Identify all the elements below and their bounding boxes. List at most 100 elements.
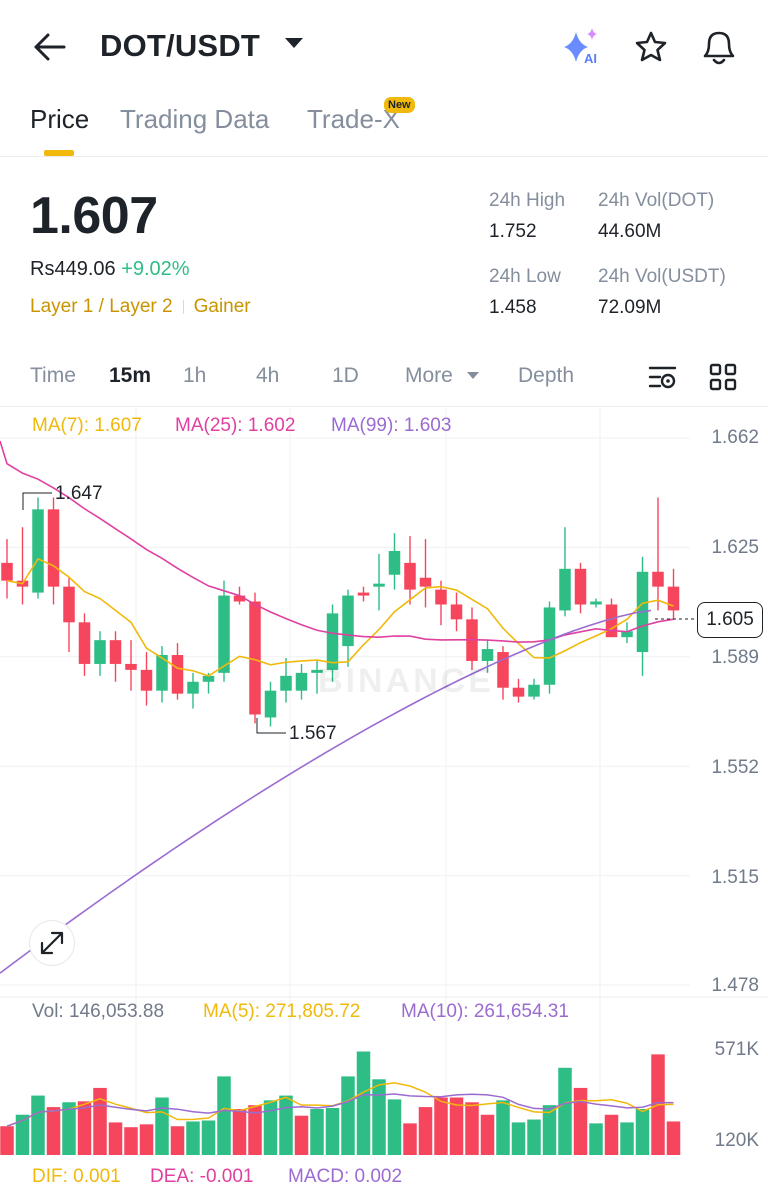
vol-label: Vol: 146,053.88	[32, 1001, 165, 1022]
stat-vol-base-value: 44.60M	[598, 221, 662, 242]
candle	[125, 663, 137, 670]
tab-trading-data[interactable]: Trading Data	[120, 104, 270, 134]
pair-title[interactable]: DOT/USDT	[100, 28, 261, 63]
macd-dea-label: DEA: -0.001	[150, 1166, 254, 1187]
y-tick: 1.552	[711, 757, 759, 778]
min-price-label: 1.567	[289, 723, 337, 744]
volume-bar	[372, 1079, 386, 1155]
candle	[233, 595, 246, 602]
volume-bar	[527, 1119, 541, 1155]
candle	[481, 649, 494, 661]
y-tick: 1.515	[711, 867, 759, 888]
pair-dropdown-icon[interactable]	[285, 38, 303, 48]
volume-bar	[496, 1100, 510, 1155]
volume-bar	[201, 1120, 216, 1155]
candle	[605, 604, 618, 638]
volume-bar	[263, 1100, 278, 1155]
tab-divider	[0, 156, 768, 157]
tf-4h[interactable]: 4h	[256, 364, 280, 387]
tf-1h[interactable]: 1h	[183, 364, 207, 387]
volume-bar	[511, 1122, 526, 1155]
macd-value-label: MACD: 0.002	[288, 1166, 403, 1187]
candle	[404, 562, 416, 590]
volume-bar	[449, 1097, 464, 1155]
volume-bar	[15, 1114, 30, 1155]
ai-label: AI	[584, 51, 597, 66]
tab-price[interactable]: Price	[30, 104, 90, 134]
ma25-label: MA(25): 1.602	[175, 415, 296, 436]
candle	[218, 595, 230, 673]
y-tick: 1.662	[711, 427, 759, 448]
volume-bar	[542, 1105, 557, 1155]
price-change: +9.02%	[121, 258, 190, 280]
last-price: 1.607	[30, 187, 158, 245]
candle	[528, 684, 540, 697]
volume-bar	[77, 1101, 92, 1155]
vol-ma10-line	[6, 1093, 674, 1127]
candle	[78, 622, 91, 664]
candle	[512, 687, 525, 697]
star-icon[interactable]	[0, 0, 768, 100]
volume-bar	[480, 1114, 495, 1155]
ma99-line	[0, 609, 652, 974]
volume-bar	[573, 1087, 588, 1155]
candle	[373, 583, 385, 587]
candle	[652, 571, 664, 587]
candle	[435, 589, 447, 605]
volume-bar	[418, 1107, 433, 1155]
stat-low-value: 1.458	[489, 297, 537, 318]
tf-1d[interactable]: 1D	[332, 364, 359, 387]
candle	[94, 640, 106, 664]
candle	[187, 681, 199, 694]
volume-bar	[93, 1087, 107, 1155]
expand-icon	[40, 931, 64, 955]
indicator-settings-icon[interactable]	[0, 0, 768, 420]
stat-high-label: 24h High	[489, 190, 566, 211]
candle	[497, 652, 509, 688]
expand-chart-button[interactable]	[29, 920, 75, 966]
vol-y-tick: 120K	[714, 1130, 759, 1151]
candle	[140, 669, 153, 691]
ma7-label: MA(7): 1.607	[32, 415, 142, 436]
candle	[156, 655, 168, 691]
candle	[171, 655, 184, 694]
layout-grid-icon[interactable]	[0, 0, 768, 420]
bell-icon[interactable]	[0, 0, 768, 100]
volume-bar	[465, 1102, 479, 1155]
ma7-line	[6, 557, 674, 677]
volume-bar	[31, 1095, 45, 1155]
volume-bar	[403, 1123, 417, 1155]
candle	[47, 509, 60, 587]
volume-bar	[217, 1076, 231, 1155]
tf-time[interactable]: Time	[30, 364, 76, 387]
volume-bar	[248, 1105, 262, 1155]
stat-high-value: 1.752	[489, 221, 537, 242]
ma99-label: MA(99): 1.603	[331, 415, 452, 436]
y-tick: 1.625	[711, 537, 759, 558]
volume-bar	[46, 1107, 61, 1155]
tf-15m[interactable]: 15m	[109, 364, 152, 387]
volume-bar	[0, 1126, 14, 1155]
tf-more[interactable]: More	[405, 364, 453, 387]
candle	[1, 562, 13, 581]
back-arrow-icon[interactable]	[0, 0, 768, 100]
stat-vol-quote-value: 72.09M	[598, 297, 662, 318]
volume-bar	[155, 1097, 169, 1155]
volume-bar	[558, 1067, 572, 1155]
tag-layer[interactable]: Layer 1 / Layer 2	[30, 296, 173, 317]
candle	[559, 568, 571, 611]
current-price-label: 1.605	[697, 602, 763, 638]
tf-depth[interactable]: Depth	[518, 364, 575, 387]
more-caret-icon[interactable]	[467, 372, 479, 379]
category-tags: Layer 1 / Layer 2 Gainer	[30, 296, 251, 318]
binance-watermark: BINANCE	[318, 662, 494, 700]
vol-y-tick: 571K	[714, 1039, 759, 1060]
candle	[574, 568, 587, 605]
volume-bar	[341, 1076, 355, 1155]
volume-bar	[620, 1122, 634, 1155]
volume-bar	[124, 1127, 138, 1155]
candle	[295, 672, 308, 691]
ai-sparkle-icon[interactable]	[0, 0, 768, 100]
tag-gainer[interactable]: Gainer	[193, 296, 251, 317]
